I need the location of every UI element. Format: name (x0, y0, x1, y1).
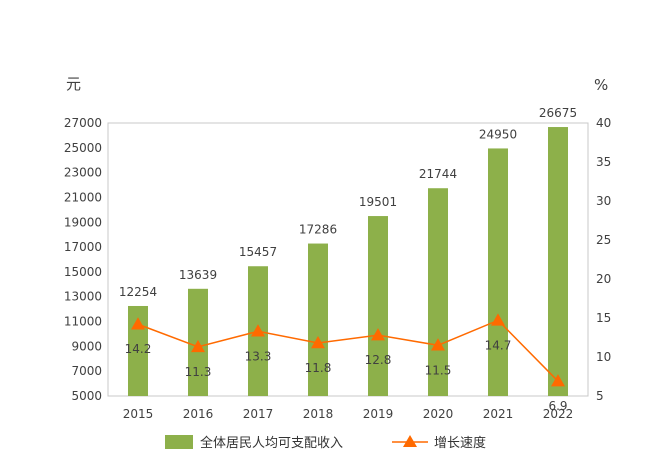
bar-value-label: 24950 (479, 127, 517, 141)
growth-marker-2018 (311, 335, 325, 349)
legend-line-marker (403, 435, 417, 447)
left-tick-label: 11000 (64, 315, 102, 329)
right-tick-label: 5 (596, 389, 604, 403)
x-tick-label: 2016 (183, 407, 214, 421)
growth-value-label: 13.3 (245, 349, 272, 363)
legend-bar-label: 全体居民人均可支配收入 (200, 435, 343, 451)
growth-marker-2019 (371, 328, 385, 341)
legend-line-label: 增长速度 (434, 435, 486, 451)
growth-marker-2017 (251, 324, 265, 337)
right-tick-label: 35 (596, 155, 611, 169)
growth-value-label: 11.5 (425, 363, 452, 377)
growth-rate-line (137, 319, 559, 382)
bar-value-label: 12254 (119, 285, 157, 299)
bar-2021 (488, 148, 508, 396)
legend-bar-swatch (165, 435, 193, 449)
right-tick-label: 10 (596, 350, 611, 364)
right-axis-unit: % (594, 76, 608, 94)
right-tick-label: 40 (596, 116, 611, 130)
bar-value-label: 19501 (359, 195, 397, 209)
x-tick-label: 2022 (543, 407, 574, 421)
bar-value-label: 26675 (539, 106, 577, 120)
growth-marker-2016 (191, 339, 205, 353)
bar-value-label: 13639 (179, 268, 217, 282)
left-tick-label: 23000 (64, 166, 102, 180)
growth-value-label: 14.2 (125, 342, 152, 356)
x-tick-label: 2019 (363, 407, 394, 421)
bar-2019 (368, 216, 388, 396)
growth-value-label: 11.8 (305, 361, 332, 375)
bar-value-label: 21744 (419, 167, 457, 181)
growth-marker-2020 (431, 338, 445, 351)
bar-2018 (308, 243, 328, 396)
left-tick-label: 13000 (64, 290, 102, 304)
right-tick-label: 25 (596, 233, 611, 247)
bar-value-label: 15457 (239, 245, 277, 259)
left-tick-label: 5000 (71, 389, 102, 403)
plot-frame (107, 122, 589, 397)
right-tick-label: 20 (596, 272, 611, 286)
growth-value-label: 12.8 (365, 353, 392, 367)
left-axis-unit: 元 (66, 75, 81, 93)
x-tick-label: 2021 (483, 407, 514, 421)
left-tick-label: 19000 (64, 215, 102, 229)
growth-marker-2021 (491, 313, 505, 326)
bar-2022 (548, 127, 568, 396)
x-tick-label: 2020 (423, 407, 454, 421)
right-tick-label: 30 (596, 194, 611, 208)
left-tick-label: 25000 (64, 141, 102, 155)
left-tick-label: 27000 (64, 116, 102, 130)
left-tick-label: 21000 (64, 190, 102, 204)
left-tick-label: 15000 (64, 265, 102, 279)
growth-value-label: 14.7 (485, 338, 512, 352)
growth-value-label: 6.9 (548, 399, 567, 413)
bar-value-label: 17286 (299, 223, 337, 237)
growth-marker-2022 (551, 374, 565, 387)
left-tick-label: 9000 (71, 339, 102, 353)
x-tick-label: 2015 (123, 407, 154, 421)
growth-marker-2015 (131, 317, 145, 330)
right-tick-label: 15 (596, 311, 611, 325)
x-tick-label: 2018 (303, 407, 334, 421)
left-tick-label: 17000 (64, 240, 102, 254)
x-tick-label: 2017 (243, 407, 274, 421)
left-tick-label: 7000 (71, 364, 102, 378)
growth-value-label: 11.3 (185, 365, 212, 379)
